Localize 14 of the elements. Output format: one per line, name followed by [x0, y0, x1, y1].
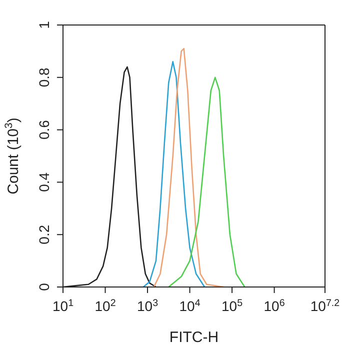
x-tick-label: 10$^{6}$ — [264, 298, 286, 314]
x-tick-label: 10$^{4}$ — [179, 298, 201, 314]
y-tick-label: 0.4 — [36, 172, 52, 192]
y-tick-label: 0.2 — [36, 224, 52, 244]
x-tick-label: 10$^{2}$ — [94, 298, 116, 314]
y-tick-label: 0.8 — [36, 67, 52, 88]
x-tick-label: 10$^{7.2}$ — [310, 298, 340, 314]
y-tick-label: 1 — [36, 20, 52, 29]
x-tick-label: 10$^{1}$ — [52, 298, 74, 314]
y-tick-label: 0.6 — [36, 120, 52, 140]
x-axis-title: FITC-H — [169, 329, 219, 346]
x-tick-label: 10$^{5}$ — [222, 298, 244, 314]
x-tick-label: 10$^{3}$ — [137, 298, 159, 314]
y-tick-label: 0 — [36, 282, 52, 291]
